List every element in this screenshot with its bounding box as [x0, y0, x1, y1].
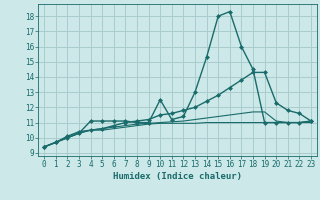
X-axis label: Humidex (Indice chaleur): Humidex (Indice chaleur) [113, 172, 242, 181]
